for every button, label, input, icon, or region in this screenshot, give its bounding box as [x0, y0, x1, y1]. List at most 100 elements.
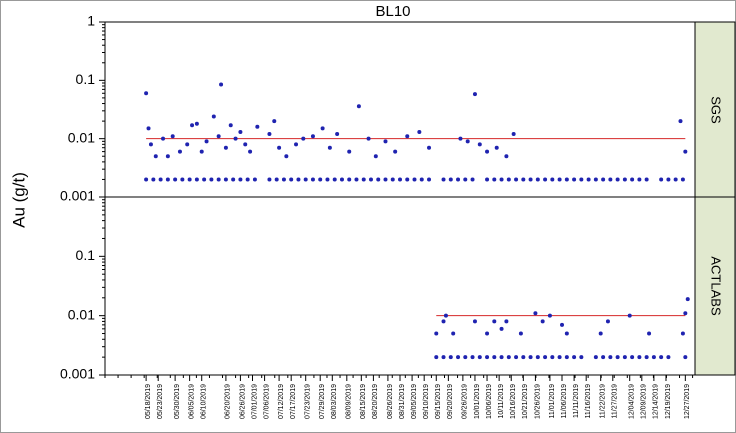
x-tick-label: 11/22/2019 [600, 384, 607, 419]
point [494, 145, 499, 150]
point [485, 149, 490, 154]
point [547, 313, 552, 318]
point [608, 355, 613, 360]
x-tick-label: 12/19/2019 [665, 384, 672, 419]
point [564, 177, 569, 182]
point [405, 134, 410, 139]
point [427, 177, 432, 182]
x-tick-label: 07/12/2019 [278, 384, 285, 419]
point [673, 177, 678, 182]
point [255, 124, 260, 129]
point [499, 326, 504, 331]
point [463, 177, 468, 182]
x-tick-label: 08/26/2019 [387, 384, 394, 419]
point [356, 104, 361, 109]
point [564, 331, 569, 336]
point [190, 123, 195, 128]
point [347, 149, 352, 154]
point [540, 319, 545, 324]
point [499, 355, 504, 360]
point [245, 177, 250, 182]
point [506, 177, 511, 182]
point [144, 177, 149, 182]
x-tick-label: 09/05/2019 [411, 384, 418, 419]
point [627, 313, 632, 318]
point [238, 177, 243, 182]
chart-title: BL10 [375, 3, 410, 20]
point [173, 177, 178, 182]
point [252, 177, 257, 182]
point [427, 145, 432, 150]
point [572, 177, 577, 182]
point [325, 177, 330, 182]
point [598, 331, 603, 336]
point [465, 139, 470, 144]
point [368, 177, 373, 182]
point [301, 136, 306, 141]
point [339, 177, 344, 182]
panel-label: SGS [709, 96, 724, 124]
point [485, 355, 490, 360]
point [579, 355, 584, 360]
point [361, 177, 366, 182]
point [335, 132, 340, 137]
point [472, 319, 477, 324]
point [441, 319, 446, 324]
point [630, 177, 635, 182]
point [492, 177, 497, 182]
x-tick-label: 08/15/2019 [360, 384, 367, 419]
x-tick-label: 06/05/2019 [188, 384, 195, 419]
x-tick-label: 06/26/2019 [239, 384, 246, 419]
y-tick-label: 0.001 [60, 366, 95, 382]
point [310, 177, 315, 182]
x-tick-label: 06/10/2019 [201, 384, 208, 419]
point [651, 355, 656, 360]
point [593, 355, 598, 360]
point [579, 177, 584, 182]
point [456, 355, 461, 360]
x-tick-label: 08/31/2019 [399, 384, 406, 419]
point [274, 177, 279, 182]
point [165, 177, 170, 182]
x-tick-label: 12/27/2019 [684, 384, 691, 419]
point [492, 319, 497, 324]
point [267, 132, 272, 137]
x-tick-label: 10/06/2019 [486, 384, 493, 419]
y-tick-label: 1 [87, 13, 95, 29]
y-axis-label: Au (g/t) [9, 172, 28, 228]
point [320, 126, 325, 131]
point [170, 134, 175, 139]
x-tick-label: 11/01/2019 [549, 384, 556, 419]
point [443, 313, 448, 318]
point [383, 177, 388, 182]
point [148, 142, 153, 147]
point [219, 82, 224, 87]
point [605, 319, 610, 324]
point [296, 177, 301, 182]
point [470, 355, 475, 360]
point [272, 119, 277, 124]
strip [694, 196, 736, 376]
point [647, 331, 652, 336]
point [601, 355, 606, 360]
point [557, 177, 562, 182]
point [405, 177, 410, 182]
point [248, 149, 253, 154]
point [622, 355, 627, 360]
point [327, 145, 332, 150]
point [685, 297, 690, 302]
x-tick-label: 10/16/2019 [510, 384, 517, 419]
x-tick-label: 05/30/2019 [174, 384, 181, 419]
point [202, 177, 207, 182]
point [144, 91, 149, 96]
point [608, 177, 613, 182]
point [434, 355, 439, 360]
point [434, 331, 439, 336]
x-tick-label: 09/10/2019 [423, 384, 430, 419]
point [456, 177, 461, 182]
point [659, 355, 664, 360]
point [550, 355, 555, 360]
x-tick-label: 05/18/2019 [145, 384, 152, 419]
point [165, 154, 170, 159]
